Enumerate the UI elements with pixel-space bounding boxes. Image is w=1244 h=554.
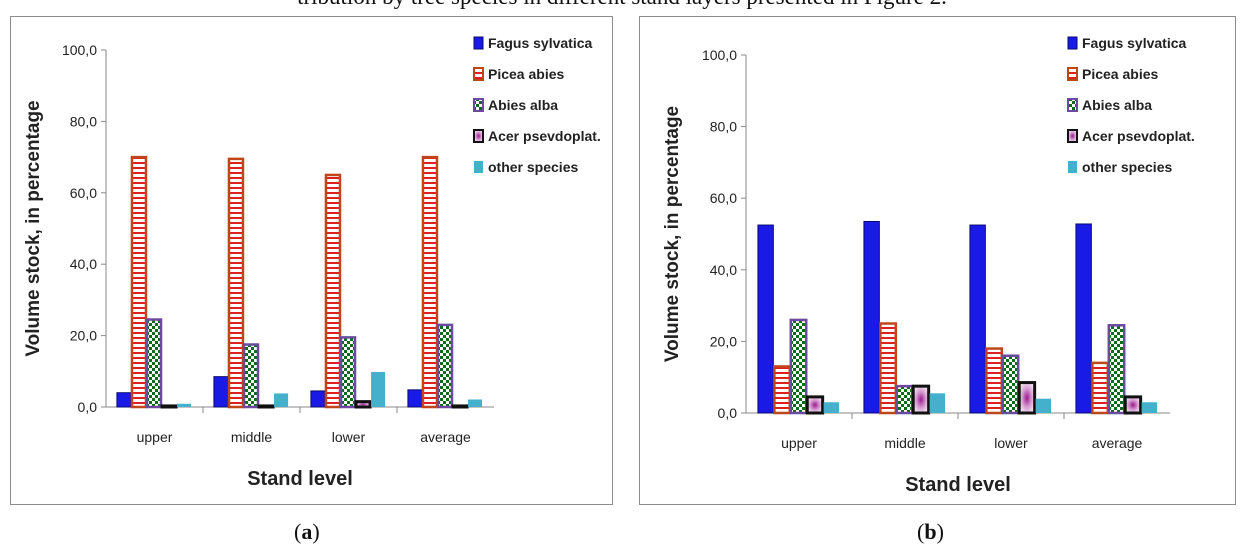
bar-abies-alba-lower bbox=[339, 336, 357, 409]
x-tick-label: lower bbox=[994, 435, 1028, 451]
legend-label: other species bbox=[1082, 159, 1172, 175]
legend-swatch bbox=[473, 129, 484, 143]
bar-acer-psevdoplat-middle bbox=[911, 384, 931, 415]
x-axis-title: Stand level bbox=[247, 468, 353, 490]
legend-label: Fagus sylvatica bbox=[1082, 35, 1186, 51]
y-tick-label: 100,0 bbox=[702, 47, 737, 63]
bar-abies-alba-upper bbox=[789, 318, 808, 415]
legend-swatch bbox=[474, 161, 483, 173]
panel-label-b: (b) bbox=[917, 519, 944, 544]
bar-acer-psevdoplat-average bbox=[451, 404, 469, 409]
x-tick-label: upper bbox=[781, 435, 817, 451]
bar-other-species-middle bbox=[274, 393, 289, 407]
x-tick-label: middle bbox=[884, 435, 925, 451]
bar-acer-psevdoplat-average bbox=[1123, 395, 1143, 415]
y-tick-label: 20,0 bbox=[70, 328, 97, 344]
legend-label: Abies alba bbox=[1082, 97, 1152, 113]
y-tick-label: 80,0 bbox=[710, 119, 737, 135]
bar-picea-abies-average bbox=[421, 155, 439, 409]
bar-other-species-average bbox=[1141, 402, 1158, 413]
bar-acer-psevdoplat-upper bbox=[805, 395, 825, 415]
bar-fagus-sylvatica-average bbox=[1075, 223, 1092, 414]
panel-label-a: (a) bbox=[294, 519, 320, 544]
legend-label: Fagus sylvatica bbox=[488, 35, 592, 51]
bar-picea-abies-average bbox=[1091, 361, 1110, 415]
x-tick-label: average bbox=[1092, 435, 1143, 451]
bar-other-species-lower bbox=[371, 372, 386, 407]
bar-fagus-sylvatica-middle bbox=[213, 376, 229, 408]
bar-picea-abies-lower bbox=[324, 173, 342, 409]
chart-panel-b: 0,0 20,0 40,0 60,0 80,0 100,0 upper middle lower… bbox=[639, 16, 1236, 505]
bar-acer-psevdoplat-lower bbox=[354, 400, 372, 409]
bar-acer-psevdoplat-upper bbox=[160, 404, 178, 409]
bar-abies-alba-middle bbox=[895, 384, 914, 415]
y-axis-title: Volume stock, in percentage bbox=[662, 106, 683, 362]
bar-picea-abies-middle bbox=[227, 157, 245, 409]
bar-fagus-sylvatica-lower bbox=[310, 390, 326, 408]
legend-swatch bbox=[1068, 161, 1077, 173]
legend-label: Acer psevdoplat. bbox=[488, 128, 601, 144]
bar-picea-abies-upper bbox=[130, 155, 148, 409]
y-tick-label: 40,0 bbox=[70, 256, 97, 272]
y-tick-label: 60,0 bbox=[70, 185, 97, 201]
bar-other-species-upper bbox=[177, 403, 192, 407]
chart-a-svg: 0,0 20,0 40,0 60,0 80,0 100,0 upper middle lower… bbox=[23, 35, 601, 490]
bar-picea-abies-upper bbox=[773, 365, 792, 415]
legend-swatch bbox=[473, 67, 484, 81]
chart-b-svg: 0,0 20,0 40,0 60,0 80,0 100,0 upper middle lower… bbox=[662, 35, 1195, 496]
legend-label: Picea abies bbox=[488, 66, 564, 82]
bar-other-species-upper bbox=[823, 402, 840, 413]
bar-fagus-sylvatica-upper bbox=[116, 392, 132, 408]
y-tick-label: 20,0 bbox=[710, 333, 737, 349]
legend-label: Picea abies bbox=[1082, 66, 1158, 82]
chart-panel-a: 0,0 20,0 40,0 60,0 80,0 100,0 upper middle lower… bbox=[10, 16, 613, 505]
bar-other-species-middle bbox=[929, 393, 946, 413]
bar-abies-alba-average bbox=[436, 323, 454, 409]
y-axis-title: Volume stock, in percentage bbox=[23, 100, 44, 356]
legend-swatch bbox=[1067, 67, 1078, 81]
legend-label: other species bbox=[488, 159, 578, 175]
bar-fagus-sylvatica-upper bbox=[757, 224, 774, 414]
figure-caption-fragment: tribution by tree species in different s… bbox=[0, 0, 1244, 24]
legend-label: Abies alba bbox=[488, 97, 558, 113]
bar-acer-psevdoplat-middle bbox=[257, 404, 275, 409]
bar-other-species-lower bbox=[1035, 398, 1052, 413]
bar-fagus-sylvatica-average bbox=[407, 389, 423, 408]
bar-fagus-sylvatica-lower bbox=[969, 224, 986, 414]
x-tick-label: average bbox=[420, 429, 471, 445]
legend-swatch bbox=[1067, 36, 1078, 50]
x-tick-label: upper bbox=[137, 429, 173, 445]
y-tick-label: 0,0 bbox=[78, 399, 98, 415]
legend-swatch bbox=[1067, 129, 1078, 143]
bar-fagus-sylvatica-middle bbox=[863, 220, 880, 414]
bar-acer-psevdoplat-lower bbox=[1017, 381, 1037, 415]
x-tick-label: lower bbox=[332, 429, 366, 445]
bar-picea-abies-lower bbox=[985, 347, 1004, 415]
bar-abies-alba-lower bbox=[1001, 354, 1020, 415]
y-tick-label: 40,0 bbox=[710, 262, 737, 278]
x-axis-title: Stand level bbox=[905, 474, 1011, 496]
bar-abies-alba-upper bbox=[145, 318, 163, 409]
legend-swatch bbox=[473, 36, 484, 50]
bar-abies-alba-middle bbox=[242, 343, 260, 409]
legend-swatch bbox=[1067, 98, 1078, 112]
legend-swatch bbox=[473, 98, 484, 112]
bar-picea-abies-middle bbox=[879, 322, 898, 415]
bar-abies-alba-average bbox=[1107, 324, 1126, 415]
x-tick-label: middle bbox=[231, 429, 272, 445]
y-tick-label: 100,0 bbox=[62, 42, 97, 58]
y-tick-label: 80,0 bbox=[70, 113, 97, 129]
legend-label: Acer psevdoplat. bbox=[1082, 128, 1195, 144]
y-tick-label: 60,0 bbox=[710, 190, 737, 206]
y-tick-label: 0,0 bbox=[718, 405, 738, 421]
bar-other-species-average bbox=[468, 399, 483, 407]
